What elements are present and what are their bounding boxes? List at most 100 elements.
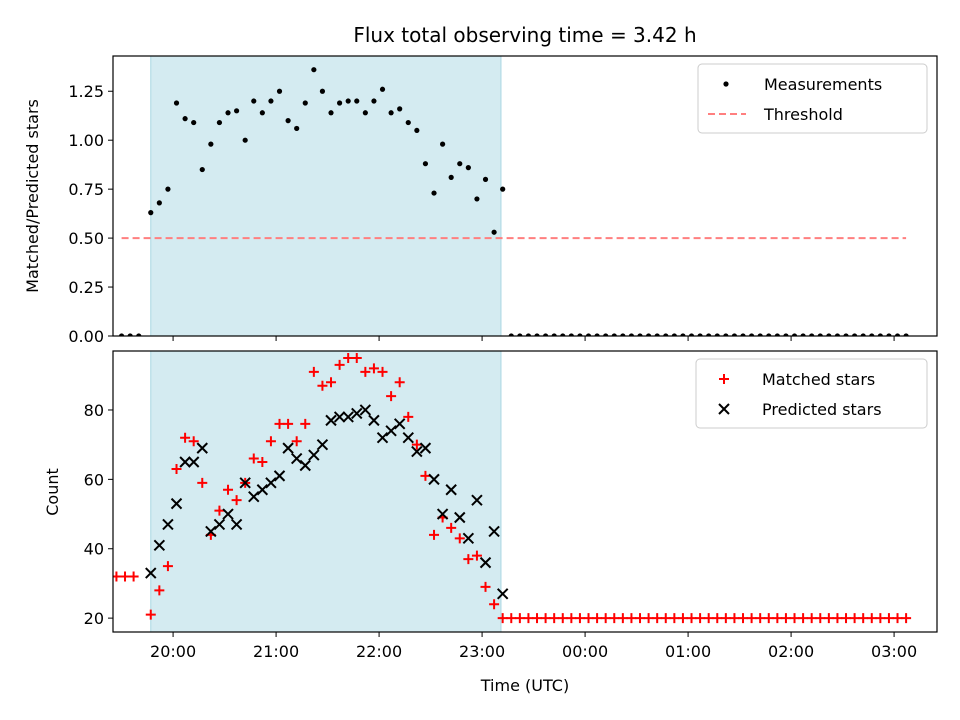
bottom-y-axis-label: Count (43, 468, 62, 516)
measurements-point (894, 333, 901, 336)
predicted-stars-point (179, 456, 191, 468)
measurements-point (817, 333, 823, 336)
y-tick-label: 0.50 (68, 229, 104, 248)
matched-stars-point (308, 366, 319, 377)
measurements-point (791, 333, 798, 336)
measurements-point (268, 98, 274, 104)
bottom-y-ticks: 20 40 60 80 (84, 401, 113, 628)
matched-stars-point (609, 613, 620, 624)
legend-matched-stars-label: Matched stars (762, 370, 875, 389)
matched-stars-point (454, 533, 465, 544)
measurements-point (551, 333, 557, 336)
measurements-point (723, 333, 729, 336)
matched-stars-point (420, 470, 431, 481)
matched-stars-point (652, 613, 663, 624)
matched-stars-point (480, 581, 491, 592)
measurements-point (242, 137, 248, 143)
matched-stars-point (660, 613, 671, 624)
matched-stars-point (849, 613, 860, 624)
measurements-point (414, 127, 420, 134)
predicted-stars-point (239, 477, 251, 489)
predicted-stars-point (479, 556, 492, 569)
matched-stars-point (815, 613, 826, 624)
measurements-point (225, 110, 231, 116)
matched-stars-point (188, 436, 199, 447)
matched-stars-point (171, 463, 182, 474)
measurements-point (148, 210, 154, 216)
predicted-stars-point (471, 494, 483, 506)
legend-matched-stars-swatch (719, 374, 729, 384)
top-chart-title: Flux total observing time = 3.42 h (353, 23, 696, 47)
measurements-point (491, 229, 497, 235)
measurements-point (585, 333, 592, 336)
matched-stars-point (755, 613, 766, 624)
matched-stars-point (738, 613, 749, 624)
matched-stars-point (145, 609, 156, 620)
measurements-point (182, 116, 188, 122)
measurements-point (199, 166, 205, 173)
measurements-point (482, 176, 489, 182)
predicted-stars-point (411, 445, 423, 458)
matched-stars-point (729, 613, 740, 624)
matched-stars-point (506, 613, 517, 624)
matched-stars-point (858, 613, 869, 624)
bottom-panel: 20 40 60 80 20:00 21:00 22:00 23:00 00:00 01:00 0… (43, 350, 938, 695)
measurements-point (208, 141, 214, 147)
matched-stars-point (720, 613, 731, 624)
measurements-point (362, 110, 368, 116)
legend-predicted-stars-swatch (718, 403, 730, 415)
matched-stars-point (403, 411, 414, 422)
predicted-stars-point (496, 588, 509, 600)
predicted-stars-point (351, 407, 363, 420)
matched-stars-point (592, 613, 603, 624)
predicted-stars-point (445, 484, 457, 496)
measurements-point (156, 200, 162, 206)
matched-stars-point (429, 529, 440, 540)
predicted-stars-point (393, 418, 406, 430)
measurements-point (886, 333, 892, 336)
matched-stars-point (283, 418, 294, 429)
predicted-stars-point (187, 456, 200, 468)
matched-stars-point (600, 613, 611, 624)
measurements-point (431, 190, 437, 196)
y-tick-label: 80 (84, 401, 104, 420)
matched-stars-point (514, 613, 525, 624)
predicted-stars-point (205, 525, 217, 538)
matched-stars-point (497, 613, 508, 624)
matched-stars-point (883, 613, 894, 624)
measurements-point (603, 333, 609, 336)
legend-predicted-stars-label: Predicted stars (762, 400, 882, 419)
matched-stars-point (489, 599, 500, 610)
predicted-stars-point (290, 452, 303, 465)
measurements-point (809, 333, 815, 336)
measurements-point (568, 333, 574, 336)
matched-stars-point (823, 613, 834, 624)
predicted-stars-point (248, 490, 260, 503)
matched-stars-point (841, 613, 852, 624)
measurements-point (379, 86, 386, 92)
bottom-legend: Matched stars Predicted stars (695, 358, 928, 429)
predicted-stars-point (385, 425, 397, 437)
observing-window-shade (150, 56, 501, 336)
measurements-point (706, 333, 712, 336)
measurements-point (800, 333, 806, 336)
measurements-point (740, 333, 746, 336)
measurements-point (852, 333, 858, 336)
predicted-stars-point (402, 432, 414, 444)
bottom-x-ticks: 20:00 21:00 22:00 23:00 00:00 01:00 02:00 03:00 (150, 632, 917, 661)
legend-box (697, 63, 928, 134)
measurements-point (534, 333, 540, 336)
matched-stars-point (326, 377, 337, 388)
matched-stars-point (231, 495, 242, 506)
measurements-point (560, 333, 566, 336)
measurements-point (465, 165, 471, 171)
matched-stars-point (274, 418, 285, 429)
predicted-stars-point (359, 404, 372, 416)
predicted-stars-point (325, 414, 337, 427)
x-tick-label: 22:00 (356, 642, 402, 661)
matched-stars-point (300, 418, 311, 429)
measurements-point (234, 108, 240, 114)
matched-stars-point (317, 380, 328, 391)
matched-stars-point (772, 613, 783, 624)
